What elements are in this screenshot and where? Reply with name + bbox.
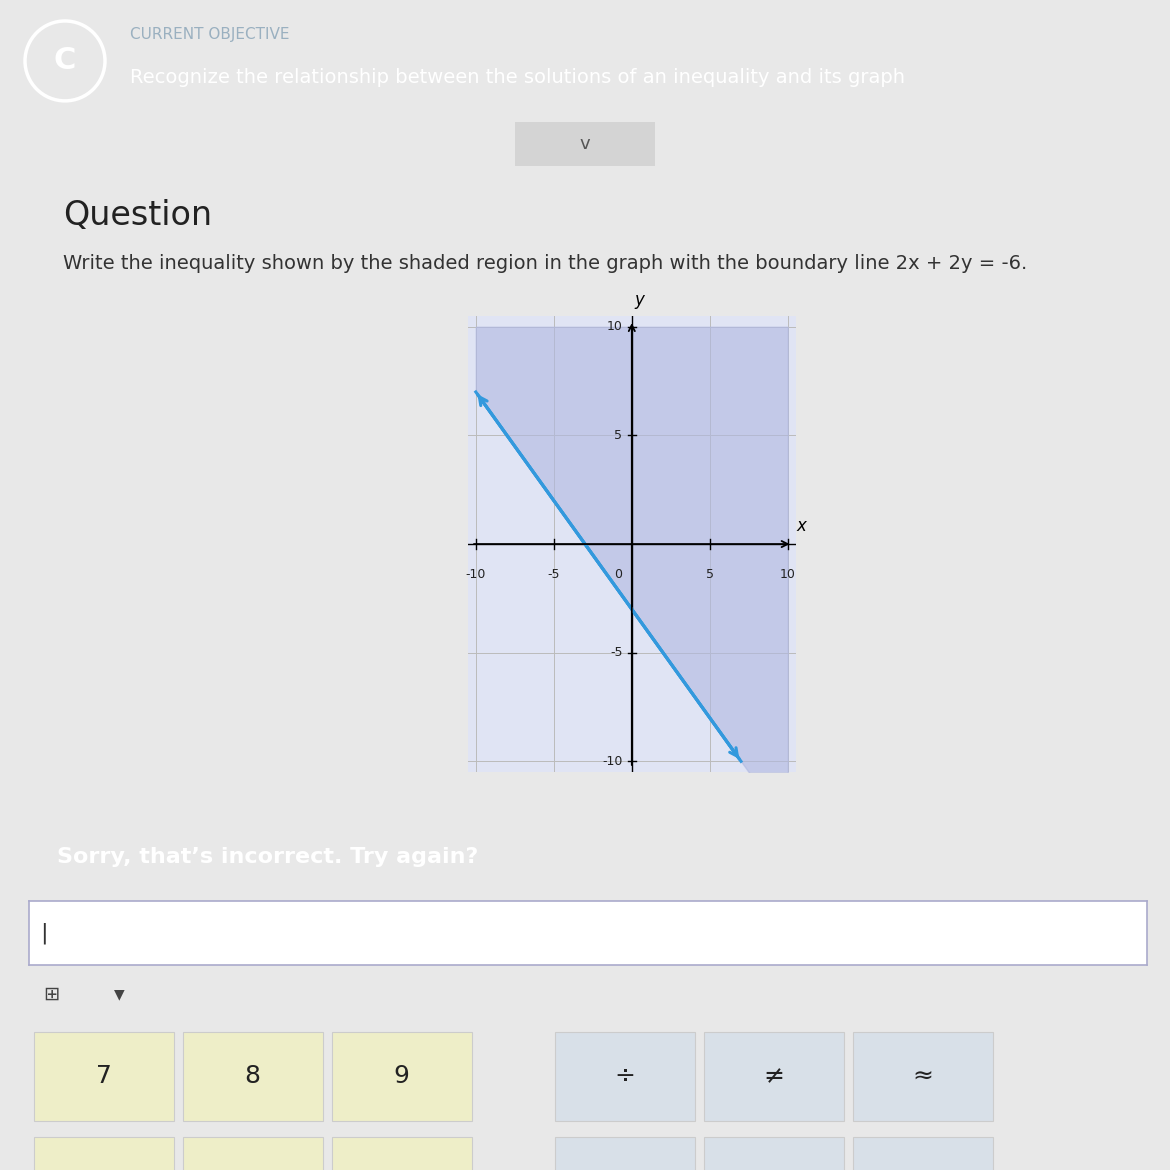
Text: -10: -10 [603, 755, 622, 768]
Bar [332, 1137, 472, 1170]
Bar [34, 1137, 173, 1170]
Bar [853, 1032, 993, 1121]
Bar [704, 1137, 844, 1170]
Text: v: v [579, 135, 591, 153]
Text: ▼: ▼ [113, 987, 124, 1002]
Bar [556, 1032, 695, 1121]
Text: -10: -10 [466, 567, 486, 581]
Text: 0: 0 [614, 567, 622, 581]
Text: 8: 8 [245, 1065, 261, 1088]
Bar [853, 1137, 993, 1170]
Bar [556, 1137, 695, 1170]
Text: CURRENT OBJECTIVE: CURRENT OBJECTIVE [130, 27, 289, 42]
Text: Sorry, that’s incorrect. Try again?: Sorry, that’s incorrect. Try again? [57, 847, 479, 867]
Text: 9: 9 [394, 1065, 409, 1088]
Text: ÷: ÷ [614, 1065, 635, 1088]
Text: -5: -5 [548, 567, 560, 581]
Text: ≠: ≠ [764, 1065, 785, 1088]
Text: 5: 5 [706, 567, 714, 581]
Text: ≈: ≈ [913, 1065, 934, 1088]
Text: Question: Question [63, 199, 212, 232]
Bar [332, 1032, 472, 1121]
FancyBboxPatch shape [510, 121, 660, 167]
Bar [34, 1032, 173, 1121]
Bar [183, 1137, 323, 1170]
Text: 10: 10 [780, 567, 796, 581]
Text: y: y [634, 291, 645, 309]
Bar [704, 1032, 844, 1121]
Text: C: C [54, 47, 76, 75]
Text: Recognize the relationship between the solutions of an inequality and its graph: Recognize the relationship between the s… [130, 68, 906, 88]
Bar [183, 1032, 323, 1121]
Text: 7: 7 [96, 1065, 111, 1088]
Text: ⊞: ⊞ [43, 985, 60, 1004]
Text: Write the inequality shown by the shaded region in the graph with the boundary l: Write the inequality shown by the shaded… [63, 254, 1027, 273]
Text: -5: -5 [610, 646, 622, 659]
Text: 5: 5 [614, 429, 622, 442]
Text: 10: 10 [606, 321, 622, 333]
Text: x: x [797, 517, 807, 536]
Text: |: | [41, 922, 48, 944]
